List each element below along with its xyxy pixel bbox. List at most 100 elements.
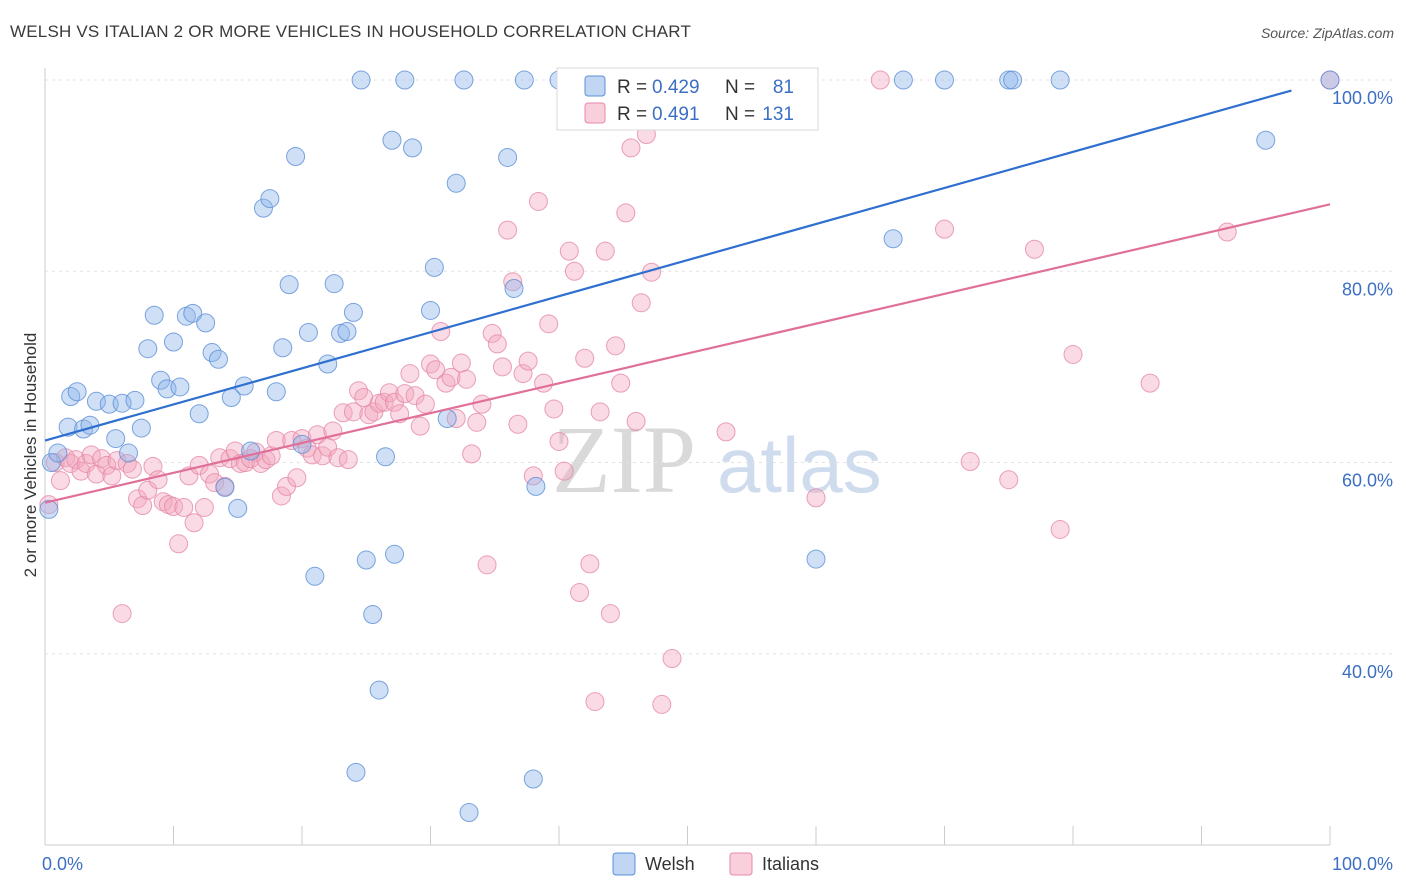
italians-point bbox=[472, 394, 492, 414]
italians-point bbox=[631, 293, 651, 313]
welsh-point bbox=[286, 147, 306, 166]
italians-point bbox=[92, 449, 112, 469]
italians-trend-line bbox=[44, 203, 1331, 504]
italians-point bbox=[410, 416, 430, 436]
welsh-point bbox=[883, 229, 903, 249]
italians-point bbox=[251, 453, 271, 473]
welsh-point bbox=[421, 300, 440, 320]
italians-point bbox=[503, 272, 523, 292]
welsh-point bbox=[298, 322, 318, 342]
welsh-point bbox=[112, 393, 132, 413]
italians-point bbox=[81, 445, 101, 465]
italians-point bbox=[570, 583, 590, 603]
y-tick-label: 40.0% bbox=[1342, 662, 1393, 682]
legend-italians-n-value: 131 bbox=[762, 104, 794, 125]
welsh-trend-line bbox=[44, 89, 1292, 442]
welsh-point bbox=[376, 447, 396, 467]
italians-point bbox=[174, 497, 194, 517]
italians-point bbox=[122, 459, 142, 479]
italians-point bbox=[194, 497, 214, 517]
welsh-point bbox=[343, 302, 363, 322]
italians-point bbox=[138, 480, 158, 500]
italians-point bbox=[595, 241, 615, 261]
italians-point bbox=[482, 323, 502, 343]
italians-point bbox=[600, 604, 620, 624]
welsh-point bbox=[356, 550, 376, 570]
italians-point bbox=[960, 452, 980, 472]
welsh-point bbox=[403, 138, 423, 158]
italians-point bbox=[1024, 239, 1044, 259]
italians-point bbox=[487, 334, 507, 354]
italians-point bbox=[184, 513, 204, 533]
italians-point bbox=[590, 402, 610, 422]
italians-point bbox=[518, 351, 538, 371]
italians-point bbox=[575, 348, 595, 368]
italians-point bbox=[148, 470, 168, 490]
welsh-point bbox=[67, 382, 87, 402]
welsh-point bbox=[454, 70, 474, 90]
italians-point bbox=[169, 534, 189, 554]
x-tick-labels: 0.0% 100.0% bbox=[42, 854, 1393, 874]
welsh-point bbox=[183, 303, 203, 323]
welsh-point bbox=[106, 429, 126, 449]
welsh-point bbox=[1050, 70, 1070, 90]
italians-point bbox=[369, 393, 389, 413]
italians-point bbox=[508, 414, 528, 434]
legend-italians-swatch bbox=[584, 102, 606, 124]
welsh-point bbox=[526, 476, 546, 496]
source-label: Source: ZipAtlas.com bbox=[1260, 25, 1394, 41]
italians-point bbox=[652, 694, 672, 714]
welsh-point bbox=[48, 443, 68, 463]
italians-point bbox=[153, 492, 173, 512]
welsh-point bbox=[935, 70, 954, 90]
italians-point bbox=[436, 373, 456, 393]
welsh-point bbox=[514, 70, 534, 90]
italians-point bbox=[374, 392, 394, 412]
legend-welsh-r-label: R = bbox=[617, 77, 647, 98]
welsh-point bbox=[1003, 70, 1023, 90]
italians-point bbox=[302, 445, 322, 465]
welsh-point bbox=[279, 275, 299, 295]
italians-point bbox=[662, 649, 682, 669]
italians-point bbox=[271, 486, 291, 506]
italians-point bbox=[616, 203, 636, 223]
welsh-point bbox=[1320, 70, 1340, 90]
italians-point bbox=[338, 450, 358, 470]
italians-point bbox=[343, 402, 363, 422]
italians-point bbox=[564, 261, 584, 281]
italians-point bbox=[287, 468, 307, 488]
legend-bottom-italians-swatch bbox=[729, 852, 753, 876]
y-tick-label: 80.0% bbox=[1342, 279, 1393, 299]
legend-bottom-italians-label: Italians bbox=[762, 854, 819, 874]
welsh-point bbox=[806, 549, 826, 569]
italians-point bbox=[580, 554, 600, 574]
italians-point bbox=[621, 138, 641, 158]
italians-point bbox=[102, 466, 122, 486]
x-tick-label-max: 100.0% bbox=[1332, 854, 1393, 874]
welsh-point bbox=[189, 404, 209, 424]
welsh-point bbox=[1256, 130, 1276, 150]
gridlines bbox=[45, 79, 1393, 655]
italians-point bbox=[421, 354, 440, 374]
italians-point bbox=[498, 220, 518, 240]
welsh-point bbox=[86, 391, 106, 411]
welsh-point bbox=[131, 418, 151, 438]
welsh-point bbox=[346, 762, 366, 782]
y-tick-label: 60.0% bbox=[1342, 471, 1393, 491]
welsh-point bbox=[437, 409, 457, 429]
italians-point bbox=[585, 692, 605, 712]
welsh-point bbox=[144, 305, 164, 325]
italians-point bbox=[50, 471, 70, 491]
welsh-point bbox=[337, 321, 357, 341]
welsh-point bbox=[196, 313, 216, 333]
welsh-point bbox=[215, 477, 235, 497]
welsh-point bbox=[39, 499, 59, 519]
italians-point bbox=[606, 336, 626, 356]
italians-point bbox=[333, 403, 353, 423]
italians-point bbox=[528, 191, 548, 211]
welsh-point bbox=[382, 130, 402, 150]
y-tick-labels: 40.0% 60.0% 80.0% 100.0% bbox=[1332, 88, 1393, 682]
legend-welsh-n-label: N = bbox=[725, 77, 755, 98]
welsh-point bbox=[305, 566, 325, 586]
italians-point bbox=[415, 394, 435, 414]
